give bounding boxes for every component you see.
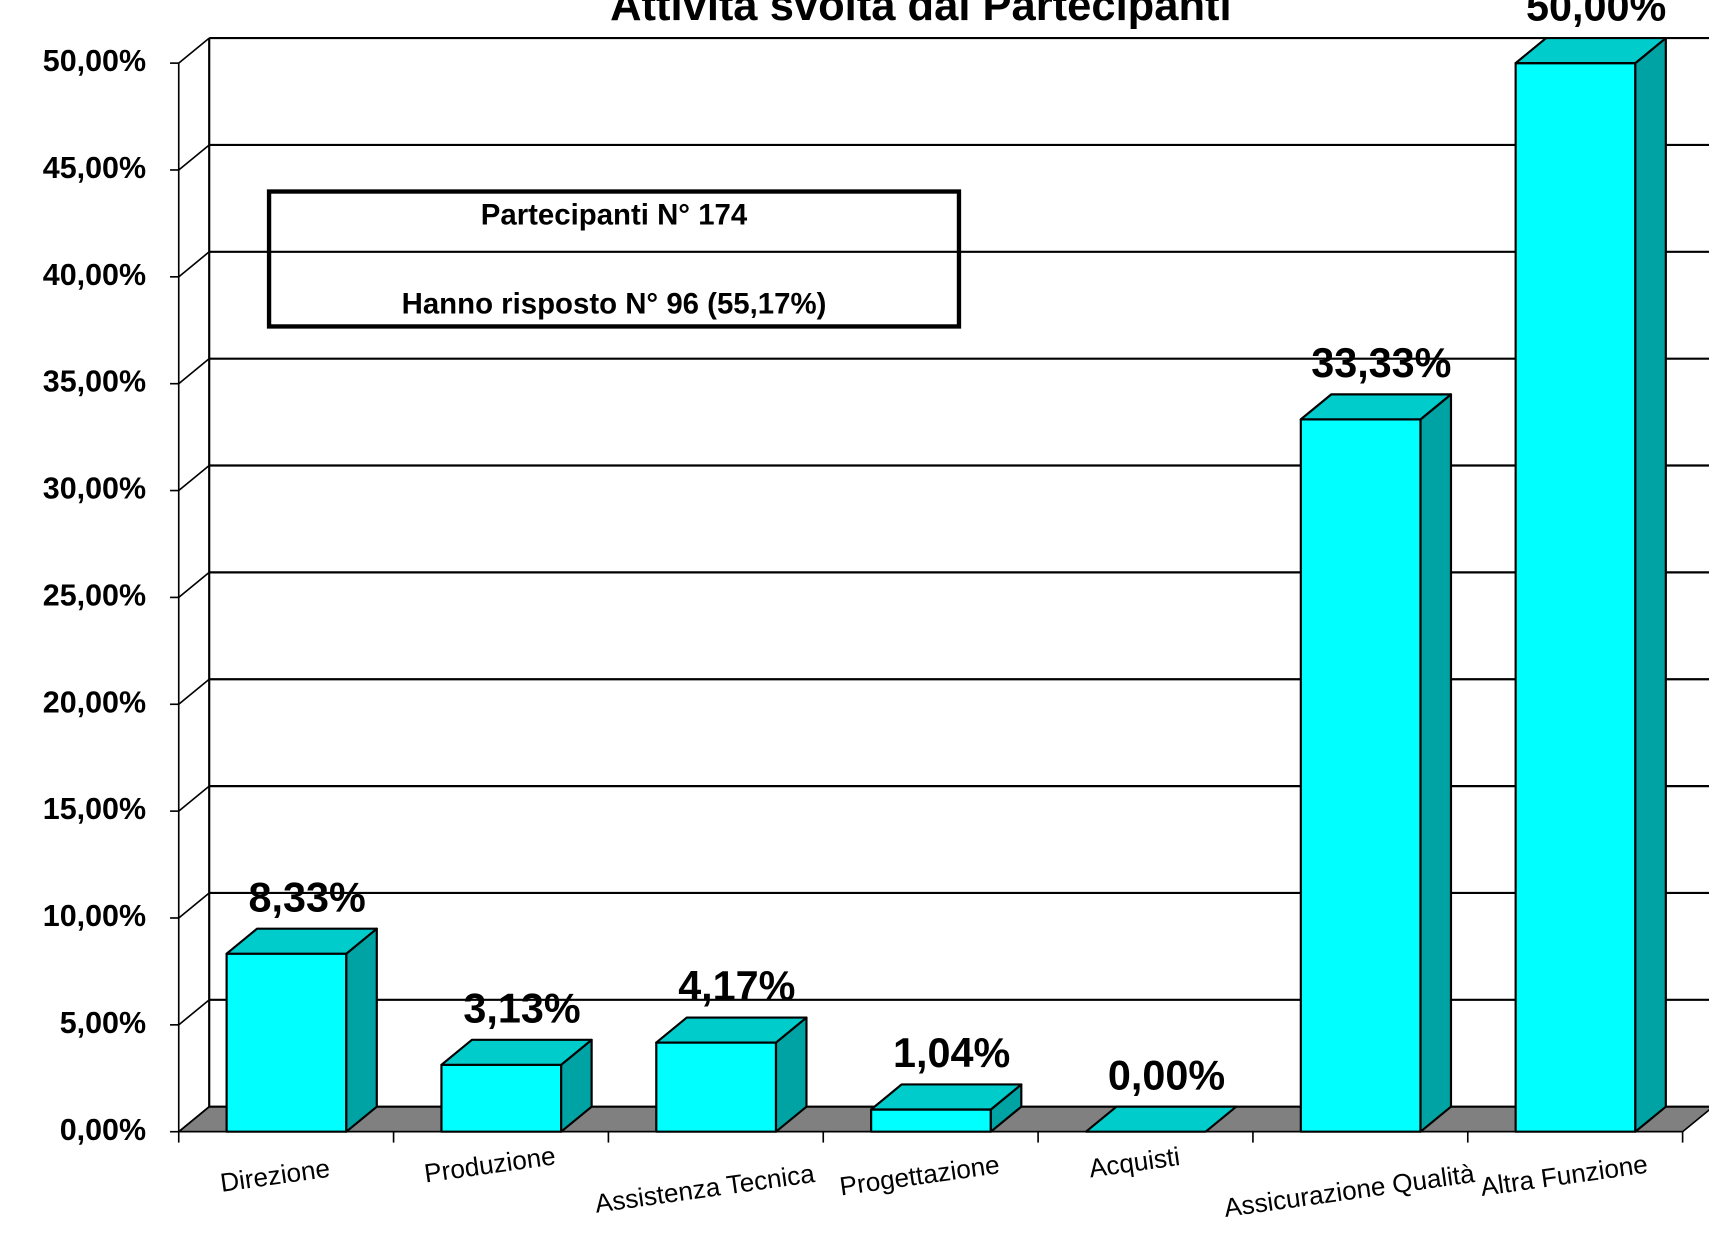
x-tick-label: Acquisti — [1087, 1141, 1182, 1183]
annotation: Hanno risposto N° 96 (55,17%) — [402, 288, 827, 321]
bar-front — [225, 952, 348, 1133]
bar-front — [1299, 418, 1422, 1133]
value-label: 33,33% — [1311, 340, 1451, 386]
value-label: 50,00% — [1526, 0, 1666, 30]
value-label: 0,00% — [1108, 1052, 1225, 1098]
value-label: 1,04% — [893, 1030, 1010, 1076]
x-tick-label: Assicurazione Qualità — [1222, 1158, 1477, 1223]
bar-top — [1299, 393, 1453, 421]
grid-diag — [178, 678, 210, 705]
y-tick-label: 5,00% — [60, 1006, 146, 1040]
grid-diag — [178, 571, 210, 599]
bar-top — [655, 1016, 808, 1044]
x-tick-label: Altra Funzione — [1479, 1149, 1650, 1202]
grid-diag — [178, 37, 210, 64]
bar-front — [1514, 62, 1637, 1133]
value-label: 4,17% — [678, 963, 795, 1009]
chart-title: Attività svolta dai Partecipanti — [610, 0, 1231, 30]
bar-front — [655, 1041, 778, 1133]
y-tick-label: 45,00% — [43, 151, 146, 185]
bar-top — [225, 927, 378, 955]
bar-top — [440, 1038, 593, 1066]
annotation: Partecipanti N° 174 — [481, 198, 748, 231]
bar — [1514, 36, 1667, 1133]
bar-side — [1419, 393, 1453, 1133]
bar — [870, 1083, 1023, 1133]
annotation-box — [266, 189, 962, 329]
grid-diag — [178, 358, 210, 385]
y-tick-label: 10,00% — [43, 899, 146, 933]
y-tick-label: 40,00% — [43, 258, 146, 292]
value-label: 8,33% — [249, 874, 366, 920]
grid-diag — [178, 251, 210, 278]
x-tick-label: Assistenza Tecnica — [593, 1158, 817, 1219]
bar — [655, 1016, 808, 1133]
grid-diag — [178, 1106, 210, 1133]
y-tick-label: 50,00% — [43, 44, 146, 78]
y-tick-label: 20,00% — [43, 685, 146, 719]
grid-diag — [178, 785, 210, 812]
grid-diag — [178, 892, 210, 919]
x-tick-label: Direzione — [218, 1153, 331, 1198]
bar-top — [1084, 1105, 1238, 1133]
grid-diag — [178, 144, 210, 171]
bar-side — [1634, 36, 1667, 1133]
bar — [1299, 393, 1453, 1133]
y-tick-label: 15,00% — [43, 792, 146, 826]
bar-top — [1514, 36, 1667, 65]
bar — [440, 1038, 593, 1133]
value-label: 3,13% — [463, 985, 580, 1031]
grid-diag — [178, 464, 210, 492]
grid-diag — [178, 999, 210, 1026]
bar-front — [440, 1063, 563, 1133]
y-tick-label: 0,00% — [60, 1113, 146, 1147]
bar-front — [870, 1108, 992, 1133]
bar — [225, 927, 378, 1133]
bar — [1084, 1105, 1238, 1133]
bar-top — [870, 1083, 1023, 1111]
x-tick-label: Produzione — [422, 1140, 557, 1188]
y-tick-label: 30,00% — [43, 472, 146, 506]
y-tick-label: 35,00% — [43, 365, 146, 399]
y-tick-label: 25,00% — [43, 578, 146, 612]
x-tick-label: Progettazione — [838, 1149, 1002, 1201]
bar-side — [345, 927, 378, 1133]
